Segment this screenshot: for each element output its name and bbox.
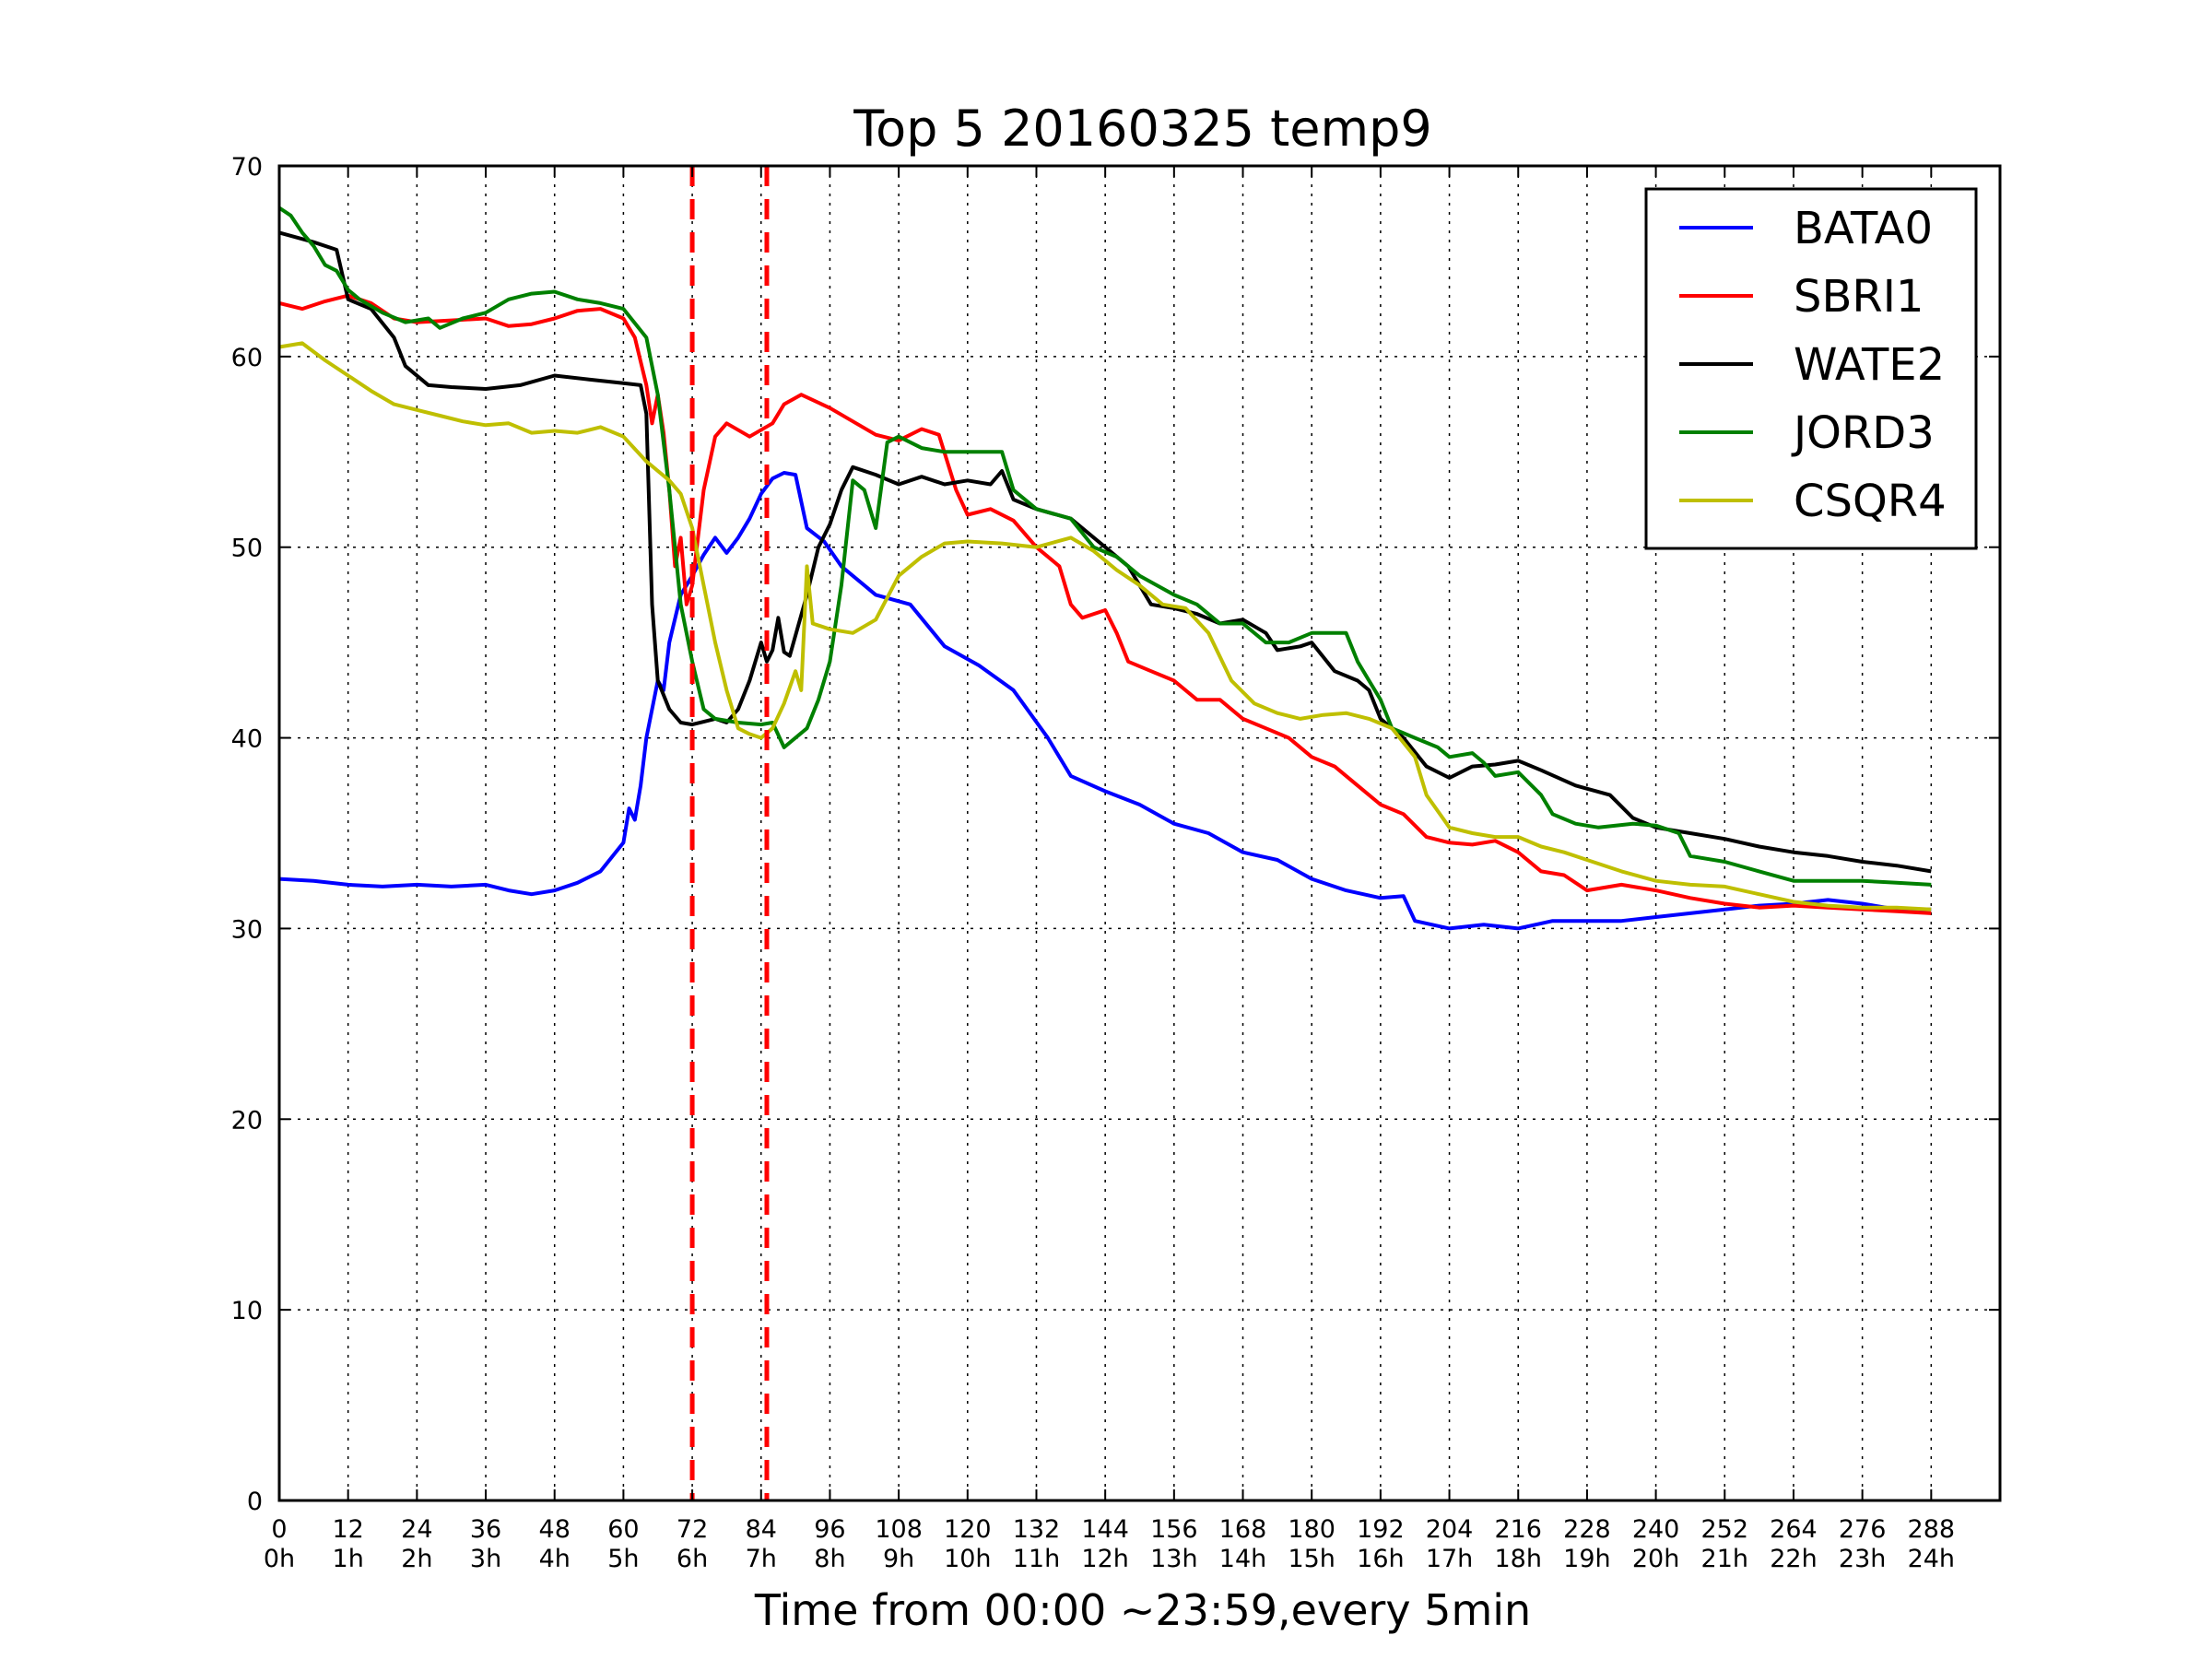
x-tick-sublabel: 24h <box>1908 1545 1955 1573</box>
x-tick-label: 288 <box>1908 1515 1956 1544</box>
x-tick-sublabel: 17h <box>1426 1545 1473 1573</box>
x-tick-sublabel: 9h <box>883 1545 914 1573</box>
y-tick-label: 10 <box>231 1297 263 1325</box>
x-tick-label: 72 <box>677 1515 708 1544</box>
legend-label: WATE2 <box>1794 339 1945 391</box>
x-tick-label: 132 <box>1013 1515 1061 1544</box>
x-tick-sublabel: 5h <box>607 1545 639 1573</box>
x-tick-sublabel: 3h <box>470 1545 501 1573</box>
x-tick-label: 276 <box>1839 1515 1887 1544</box>
x-tick-sublabel: 6h <box>677 1545 708 1573</box>
x-tick-sublabel: 18h <box>1495 1545 1542 1573</box>
x-tick-label: 12 <box>333 1515 364 1544</box>
x-tick-label: 84 <box>746 1515 777 1544</box>
chart-title: Top 5 20160325 temp9 <box>853 100 1431 158</box>
x-tick-sublabel: 12h <box>1081 1545 1128 1573</box>
x-tick-sublabel: 4h <box>539 1545 571 1573</box>
x-tick-sublabel: 13h <box>1150 1545 1197 1573</box>
x-tick-label: 228 <box>1563 1515 1611 1544</box>
x-tick-label: 120 <box>944 1515 992 1544</box>
y-tick-label: 40 <box>231 725 263 754</box>
x-tick-label: 192 <box>1357 1515 1405 1544</box>
y-tick-label: 30 <box>231 915 263 944</box>
x-tick-sublabel: 21h <box>1701 1545 1748 1573</box>
legend: BATA0 SBRI1 WATE2 JORD3 CSQR4 <box>1644 187 1978 550</box>
y-tick-label: 0 <box>247 1488 263 1516</box>
x-tick-label: 24 <box>401 1515 432 1544</box>
x-tick-sublabel: 8h <box>814 1545 845 1573</box>
y-tick-label: 50 <box>231 535 263 563</box>
x-tick-label: 216 <box>1494 1515 1542 1544</box>
x-tick-label: 204 <box>1426 1515 1474 1544</box>
reference-lines <box>689 166 770 1500</box>
x-tick-label: 252 <box>1701 1515 1749 1544</box>
x-tick-label: 168 <box>1219 1515 1267 1544</box>
legend-label: CSQR4 <box>1794 476 1947 527</box>
x-axis-label: Time from 00:00 ~23:59,every 5min <box>754 1585 1531 1635</box>
plot-frame <box>277 164 2002 1502</box>
x-tick-sublabel: 15h <box>1288 1545 1335 1573</box>
series-line-jord3 <box>277 206 1932 887</box>
series-line-bata0 <box>278 471 1932 931</box>
y-tick-label: 20 <box>231 1106 263 1135</box>
y-tick-label: 70 <box>231 153 263 182</box>
x-tick-sublabel: 11h <box>1013 1545 1060 1573</box>
x-tick-label: 108 <box>875 1515 923 1544</box>
x-tick-label: 240 <box>1632 1515 1680 1544</box>
axis-ticks: 01020304050607000h121h242h363h484h605h72… <box>231 153 2000 1573</box>
x-tick-sublabel: 10h <box>944 1545 991 1573</box>
series-group <box>277 206 1932 931</box>
x-tick-label: 0 <box>271 1515 287 1544</box>
x-tick-sublabel: 14h <box>1219 1545 1266 1573</box>
series-line-sbri1 <box>278 293 1932 915</box>
series-line-csqr4 <box>278 341 1932 912</box>
legend-label: BATA0 <box>1794 203 1933 254</box>
legend-label: JORD3 <box>1791 407 1935 459</box>
x-tick-sublabel: 23h <box>1839 1545 1886 1573</box>
x-tick-label: 156 <box>1150 1515 1198 1544</box>
x-tick-label: 60 <box>607 1515 639 1544</box>
x-tick-sublabel: 22h <box>1770 1545 1817 1573</box>
x-tick-label: 180 <box>1288 1515 1335 1544</box>
x-tick-label: 48 <box>539 1515 571 1544</box>
x-tick-label: 36 <box>470 1515 501 1544</box>
x-tick-sublabel: 16h <box>1357 1545 1404 1573</box>
x-tick-sublabel: 0h <box>264 1545 295 1573</box>
x-tick-sublabel: 7h <box>746 1545 777 1573</box>
x-tick-sublabel: 2h <box>401 1545 432 1573</box>
x-tick-sublabel: 1h <box>333 1545 364 1573</box>
x-tick-label: 96 <box>814 1515 845 1544</box>
x-tick-label: 144 <box>1081 1515 1129 1544</box>
series-line-wate2 <box>278 230 1932 874</box>
x-tick-label: 264 <box>1770 1515 1818 1544</box>
y-tick-label: 60 <box>231 344 263 372</box>
legend-box <box>1644 187 1978 550</box>
x-tick-sublabel: 19h <box>1563 1545 1610 1573</box>
legend-label: SBRI1 <box>1794 271 1924 323</box>
x-tick-sublabel: 20h <box>1632 1545 1679 1573</box>
